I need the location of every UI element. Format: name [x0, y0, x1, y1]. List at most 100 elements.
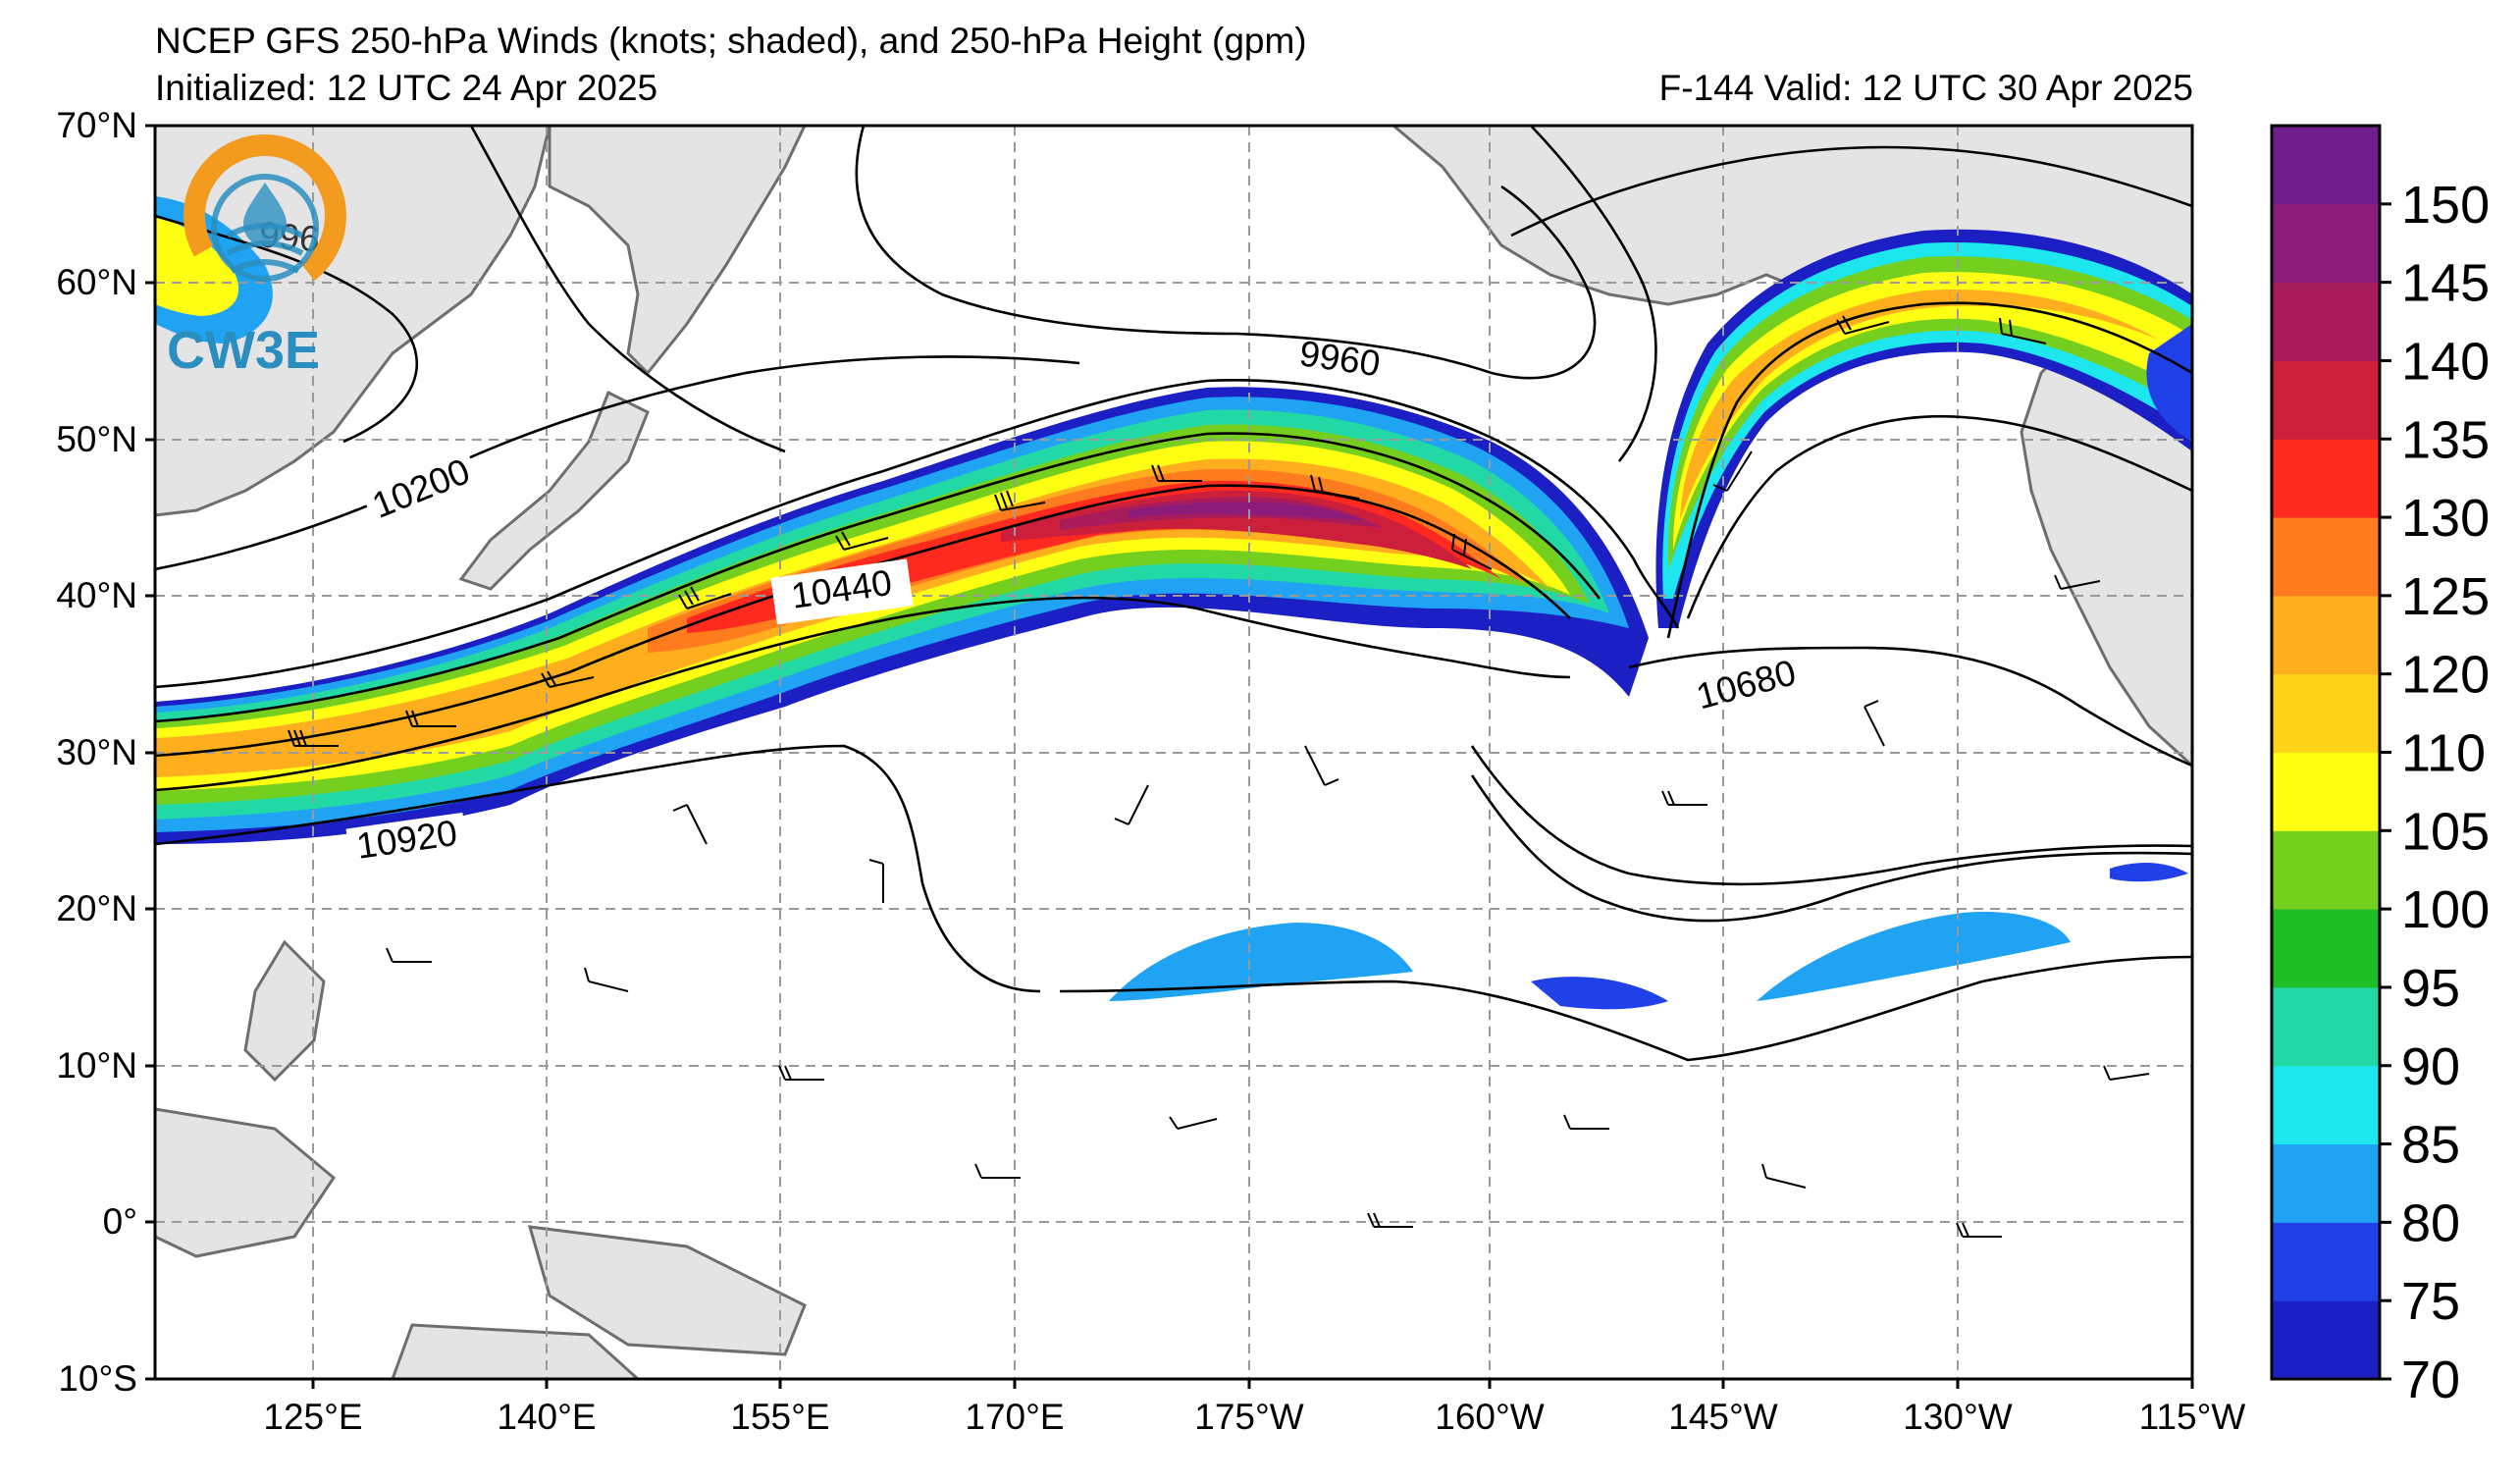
wind-barb: [386, 947, 432, 963]
wind-barb: [1864, 700, 1885, 747]
colorbar-cell: [2272, 986, 2380, 1067]
colorbar-tick-label: 105: [2401, 802, 2490, 861]
longitude-labels: 125°E 140°E 155°E 170°E 175°W 160°W 145°…: [263, 1397, 2245, 1437]
colorbar-cell: [2272, 282, 2380, 361]
contour-line: [1686, 415, 2192, 619]
contour-line: [155, 484, 1571, 758]
height-contours: [155, 126, 2192, 1062]
contour-line: [1470, 774, 2192, 923]
contour-line: [155, 432, 1601, 723]
colorbar-cell: [2272, 517, 2380, 597]
lon-label: 115°W: [2139, 1397, 2246, 1437]
contour-line: [1470, 745, 2192, 886]
wind-barb: [778, 1065, 824, 1081]
colorbar-cell: [2272, 1065, 2380, 1145]
colorbar-tick-label: 70: [2401, 1351, 2460, 1409]
wind-barb: [1114, 784, 1149, 825]
colorbar-cell: [2272, 203, 2380, 284]
philippines-land: [243, 939, 326, 1083]
colorbar-tick-label: 110: [2401, 724, 2486, 783]
subtropical-jet-tail: [2110, 862, 2188, 882]
wind-barbs: [288, 315, 2150, 1238]
nw-jet-inner: [155, 216, 239, 316]
subtropical-jet-west: [1109, 923, 1413, 1001]
subtropical-jet-east: [1757, 912, 2071, 1001]
colorbar-cells: [2272, 126, 2380, 1380]
lat-label: 50°N: [56, 419, 137, 459]
colorbar-tick-label: 145: [2401, 254, 2490, 313]
contour-line: [155, 596, 1571, 792]
new-guinea-land: [527, 1225, 807, 1356]
contour-line: [1510, 145, 2192, 238]
wind-barb: [1169, 1116, 1218, 1130]
wind-barb: [405, 710, 456, 727]
contour-line: [155, 214, 419, 444]
colorbar-cell: [2272, 439, 2380, 518]
lat-label: 60°N: [56, 262, 137, 302]
colorbar-ticks: 70 75 80 85 90 95 100 105 110 120 125 130 135 140 145 1…: [2380, 176, 2490, 1409]
map-title: NCEP GFS 250-hPa Winds (knots; shaded), …: [155, 21, 1307, 61]
wind-barb: [2054, 574, 2101, 590]
wind-barb: [678, 586, 732, 609]
colorbar-cell: [2272, 1143, 2380, 1223]
lat-label: 10°S: [58, 1358, 137, 1399]
lon-label: 140°E: [497, 1397, 596, 1437]
colorbar-tick-label: 125: [2401, 567, 2490, 626]
wind-barb: [868, 859, 884, 903]
wind-barb: [1451, 533, 1493, 570]
valid-time: F-144 Valid: 12 UTC 30 Apr 2025: [1658, 68, 2193, 108]
contour-line: [155, 379, 1680, 689]
lon-label: 125°E: [263, 1397, 362, 1437]
wind-barb: [1367, 1212, 1413, 1228]
colorbar-tick-label: 80: [2401, 1193, 2460, 1252]
colorbar-cell: [2272, 595, 2380, 675]
contour-line: [1530, 126, 1657, 462]
colorbar-tick-label: 100: [2401, 880, 2490, 939]
wind-barb: [1563, 1114, 1609, 1130]
wind-barb: [835, 531, 889, 551]
wind-barb: [974, 1163, 1021, 1179]
colorbar-cell: [2272, 360, 2380, 440]
lat-label: 20°N: [56, 888, 137, 928]
colorbar-cell: [2272, 830, 2380, 910]
wind-barb: [1151, 464, 1202, 482]
indonesia-land: [155, 1107, 336, 1258]
colorbar-tick-label: 90: [2401, 1037, 2460, 1096]
colorbar-tick-label: 95: [2401, 959, 2460, 1018]
wind-barb: [288, 729, 339, 747]
initialized-time: Initialized: 12 UTC 24 Apr 2025: [155, 68, 658, 108]
japan-land: [458, 390, 650, 591]
wind-barb: [672, 804, 708, 845]
cw3e-logo: CW3E: [167, 134, 346, 380]
lat-label: 30°N: [56, 732, 137, 772]
lat-label: 70°N: [56, 105, 137, 145]
colorbar-tick-label: 120: [2401, 646, 2490, 705]
wind-barb: [1661, 790, 1707, 806]
axis-ticks: [145, 124, 2194, 1389]
lon-label: 155°E: [730, 1397, 829, 1437]
contour-line: [155, 355, 1080, 571]
wind-barb: [1956, 1222, 2002, 1238]
logo-text: CW3E: [167, 321, 320, 380]
contour-line: [855, 126, 1597, 380]
wind-barb: [1304, 745, 1339, 786]
lon-label: 160°W: [1435, 1397, 1545, 1437]
water-drop-icon: [243, 183, 287, 245]
colorbar-tick-label: 85: [2401, 1116, 2460, 1175]
colorbar-tick-label: 130: [2401, 489, 2490, 548]
latitude-labels: 70°N 60°N 50°N 40°N 30°N 20°N 10°N 0° 10…: [56, 105, 137, 1399]
wind-barb: [1310, 474, 1360, 500]
wind-barb: [541, 670, 595, 688]
ak-jet-120kt: [1680, 290, 2159, 520]
colorbar: 70 75 80 85 90 95 100 105 110 120 125 130 135 140 145 1…: [2270, 124, 2490, 1409]
jet-120kt: [155, 458, 1550, 777]
australia-land: [391, 1323, 641, 1379]
lon-label: 130°W: [1903, 1397, 2013, 1437]
kamchatka-land: [548, 126, 807, 376]
contour-line: [469, 126, 786, 453]
colorbar-cell: [2272, 126, 2380, 205]
colorbar-cell: [2272, 909, 2380, 988]
wind-barb: [1761, 1163, 1807, 1189]
wind-barb: [1836, 315, 1890, 335]
